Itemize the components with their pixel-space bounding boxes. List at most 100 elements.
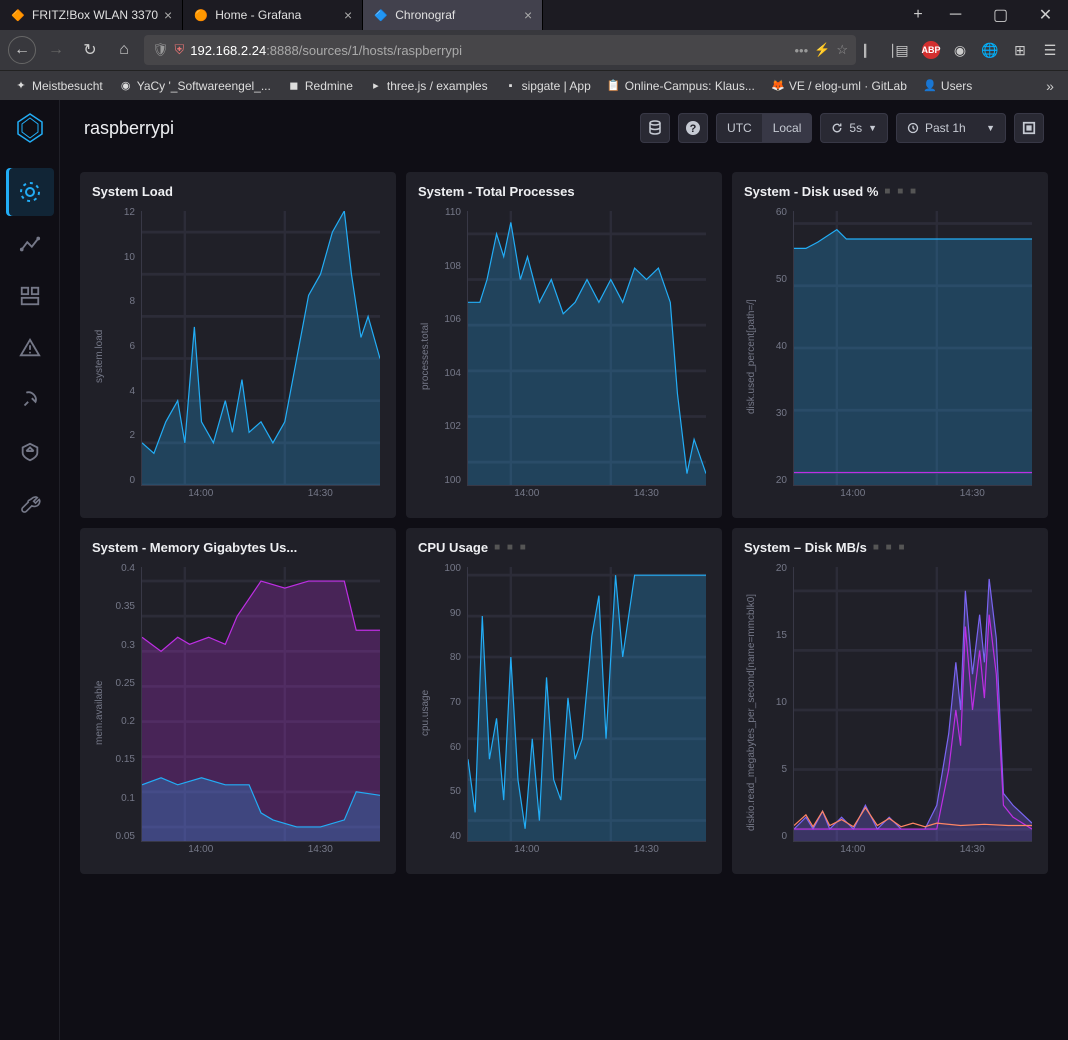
y-axis-label: system.load (92, 207, 107, 506)
x-axis-ticks: 14:0014:30 (141, 488, 380, 506)
timerange-label: Past 1h (925, 121, 966, 135)
maximize-button[interactable]: ▢ (978, 0, 1023, 30)
chart[interactable]: system.load 024681012 14:0014:30 (92, 207, 384, 506)
browser-tab[interactable]: 🟠 Home - Grafana × (183, 0, 363, 30)
lock-icon: ⛨ (175, 42, 185, 58)
favicon-icon: 🟠 (193, 7, 209, 23)
bookmark-item[interactable]: ▪sipgate | App (498, 77, 597, 95)
favicon-icon: 🔷 (373, 7, 389, 23)
close-window-button[interactable]: ✕ (1023, 0, 1068, 30)
close-tab-icon[interactable]: × (344, 7, 352, 23)
browser-tab[interactable]: 🔷Chronograf× (363, 0, 543, 30)
local-button[interactable]: Local (762, 113, 813, 143)
plot-area (467, 211, 706, 486)
home-button[interactable]: ⌂ (110, 36, 138, 64)
plot-area (141, 211, 380, 486)
window-controls: ─ ▢ ✕ (933, 0, 1068, 30)
url-bar[interactable]: 🛡 ⛨ 192.168.2.24:8888/sources/1/hosts/ra… (144, 35, 856, 65)
y-axis-ticks: 024681012 (107, 207, 139, 486)
reload-button[interactable]: ↻ (76, 36, 104, 64)
tab-title: Home - Grafana (215, 8, 301, 22)
bookmark-item[interactable]: ▸three.js / examples (363, 77, 494, 95)
chart[interactable]: diskio.read_megabytes_per_second[name=mm… (744, 563, 1036, 862)
page-title: raspberrypi (84, 118, 630, 139)
qr-icon[interactable]: ⊞ (1010, 40, 1030, 60)
bookmark-label: three.js / examples (387, 79, 488, 93)
sidebar-item-dashboards[interactable] (6, 272, 54, 320)
panel-legend-dots: ■ ■ ■ (873, 542, 907, 553)
new-tab-button[interactable]: + (903, 0, 933, 30)
url-path: /sources/1/hosts/raspberrypi (299, 43, 462, 58)
bookmark-favicon-icon: 👤 (923, 79, 937, 93)
bookmark-favicon-icon: 🦊 (771, 79, 785, 93)
close-tab-icon[interactable]: × (524, 7, 532, 23)
chevron-down-icon: ▼ (868, 123, 877, 133)
reader-icon[interactable]: ▤ (892, 40, 912, 60)
bookmark-label: VE / elog-uml · GitLab (789, 79, 907, 93)
y-axis-label: mem.available (92, 563, 107, 862)
chart[interactable]: processes.total 100102104106108110 14:00… (418, 207, 710, 506)
y-axis-ticks: 0.050.10.150.20.250.30.350.4 (107, 563, 139, 842)
timerange-dropdown[interactable]: Past 1h ▼ (896, 113, 1006, 143)
forward-button[interactable]: → (42, 36, 70, 64)
bookmark-label: YaCy '_Softwareengel_... (137, 79, 271, 93)
chart-panel: CPU Usage ■ ■ ■ cpu.usage 40506070809010… (406, 528, 722, 874)
bookmark-favicon-icon: ◉ (119, 79, 133, 93)
tab-strip: 🔶FRITZ!Box WLAN 3370×🟠Home - Grafana×🔷Ch… (0, 0, 903, 30)
sidebar-item-explore[interactable] (6, 220, 54, 268)
sidebar (0, 100, 60, 1040)
bookmark-item[interactable]: 📋Online-Campus: Klaus... (601, 77, 761, 95)
flash-icon[interactable]: ⚡ (814, 42, 830, 58)
menu-icon[interactable]: ☰ (1040, 40, 1060, 60)
bookmark-item[interactable]: 👤 Users (917, 77, 978, 95)
chart[interactable]: cpu.usage 405060708090100 14:0014:30 (418, 563, 710, 862)
y-axis-label: disk.used_percent[path=/] (744, 207, 759, 506)
url-port: :8888 (266, 43, 299, 58)
star-icon[interactable]: ☆ (836, 42, 848, 58)
chart[interactable]: mem.available 0.050.10.150.20.250.30.350… (92, 563, 384, 862)
main: raspberrypi ? UTC Local 5s ▼ Past 1h ▼ (60, 100, 1068, 1040)
close-tab-icon[interactable]: × (164, 7, 172, 23)
globe-icon[interactable]: 🌐 (980, 40, 1000, 60)
sidebar-item-logs[interactable] (6, 376, 54, 424)
chart[interactable]: disk.used_percent[path=/] 2030405060 14:… (744, 207, 1036, 506)
plot-area (467, 567, 706, 842)
browser-chrome: 🔶FRITZ!Box WLAN 3370×🟠Home - Grafana×🔷Ch… (0, 0, 1068, 100)
sidebar-item-config[interactable] (6, 480, 54, 528)
bookmark-label: Meistbesucht (32, 79, 103, 93)
refresh-label: 5s (849, 121, 862, 135)
chronograf-logo-icon (14, 112, 46, 144)
panel-legend-dots: ■ ■ ■ (494, 542, 528, 553)
chart-grid: System Load system.load 024681012 14:001… (80, 172, 1048, 874)
back-button[interactable]: ← (8, 36, 36, 64)
help-button[interactable]: ? (678, 113, 708, 143)
bookmarks-bar: ✦ Meistbesucht ◉ YaCy '_Softwareengel_... ◼R… (0, 70, 1068, 100)
bookmark-item[interactable]: ◼Redmine (281, 77, 359, 95)
browser-tab[interactable]: 🔶FRITZ!Box WLAN 3370× (0, 0, 183, 30)
bookmark-item[interactable]: ◉ YaCy '_Softwareengel_... (113, 77, 277, 95)
bookmark-label: Users (941, 79, 972, 93)
fullscreen-button[interactable] (1014, 113, 1044, 143)
library-icon[interactable]: ⎹⎸⎹ (862, 40, 882, 60)
x-axis-ticks: 14:0014:30 (467, 488, 706, 506)
bookmarks-overflow-button[interactable]: » (1040, 76, 1060, 96)
favicon-icon: 🔶 (10, 7, 26, 23)
content: System Load system.load 024681012 14:001… (60, 156, 1068, 1040)
svg-text:?: ? (690, 123, 697, 135)
bookmark-item[interactable]: 🦊 VE / elog-uml · GitLab (765, 77, 913, 95)
bookmark-item[interactable]: ✦ Meistbesucht (8, 77, 109, 95)
sidebar-item-hosts[interactable] (6, 168, 54, 216)
panel-title: System - Disk used % ■ ■ ■ (744, 184, 1036, 199)
ext1-icon[interactable]: ◉ (950, 40, 970, 60)
sidebar-item-alerts[interactable] (6, 324, 54, 372)
refresh-dropdown[interactable]: 5s ▼ (820, 113, 888, 143)
utc-button[interactable]: UTC (716, 113, 762, 143)
minimize-button[interactable]: ─ (933, 0, 978, 30)
bookmark-favicon-icon: ✦ (14, 79, 28, 93)
abp-icon[interactable]: ABP (922, 41, 940, 59)
sidebar-item-admin[interactable] (6, 428, 54, 476)
more-icon[interactable]: ••• (795, 43, 809, 58)
chart-panel: System - Total Processes processes.total… (406, 172, 722, 518)
database-button[interactable] (640, 113, 670, 143)
y-axis-label: processes.total (418, 207, 433, 506)
